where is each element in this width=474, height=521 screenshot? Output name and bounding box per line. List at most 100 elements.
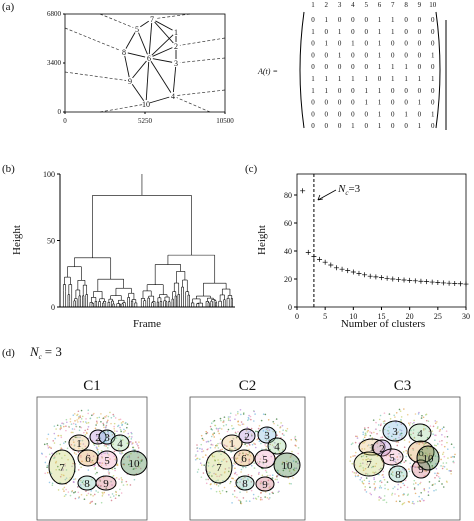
cloud-dot <box>65 477 68 479</box>
cloud-dot <box>260 482 262 485</box>
cloud-dot <box>272 492 274 495</box>
cluster-label: 1 <box>369 442 375 454</box>
cloud-dot <box>288 482 291 485</box>
cloud-dot <box>408 470 411 473</box>
cloud-dot <box>128 456 131 459</box>
cloud-dot <box>69 494 72 497</box>
cloud-dot <box>215 490 218 493</box>
cloud-dot <box>205 432 208 435</box>
cloud-dot <box>284 475 287 477</box>
cloud-dot <box>224 468 227 470</box>
cloud-dot <box>278 431 281 433</box>
cloud-dot <box>138 441 140 443</box>
cloud-dot <box>435 434 437 437</box>
cloud-dot <box>362 462 364 465</box>
cloud-dot <box>369 492 371 495</box>
cloud-dot <box>209 439 212 442</box>
point <box>463 281 469 287</box>
cloud-dot <box>54 437 57 440</box>
column-label: 7 <box>391 1 395 9</box>
cloud-dot <box>65 425 67 427</box>
cloud-dot <box>262 413 265 416</box>
cloud-dot <box>137 444 139 447</box>
cloud-dot <box>421 498 423 500</box>
cloud-dot <box>405 455 408 458</box>
cloud-dot <box>129 484 132 486</box>
cloud-dot <box>235 458 238 460</box>
cloud-dot <box>82 420 85 423</box>
cloud-dot <box>400 423 403 425</box>
cloud-dot <box>248 418 250 420</box>
cloud-dot <box>230 451 232 453</box>
cloud-dot <box>103 426 105 429</box>
cloud-dot <box>397 431 400 433</box>
cloud-dot <box>423 442 426 445</box>
cloud-dot <box>248 444 251 446</box>
point <box>311 254 317 260</box>
matrix-cell: 0 <box>338 99 342 107</box>
cloud-dot <box>45 455 47 458</box>
cloud-dot <box>436 427 439 429</box>
cloud-dot <box>207 461 209 464</box>
matrix-cell: 0 <box>364 16 368 24</box>
cloud-dot <box>77 491 80 494</box>
cloud-dot <box>65 488 67 491</box>
cloud-dot <box>379 445 381 448</box>
cluster-label: 2 <box>379 443 385 455</box>
cloud-dot <box>53 442 56 444</box>
cloud-dot <box>67 491 70 493</box>
cloud-dot <box>196 457 199 460</box>
cloud-dot <box>209 425 212 428</box>
cloud-dot <box>81 481 84 484</box>
cloud-dot <box>436 474 438 477</box>
cloud-dot <box>85 460 87 463</box>
cloud-dot <box>350 443 353 446</box>
cloud-dot <box>450 443 453 445</box>
cloud-dot <box>206 432 209 434</box>
cloud-dot <box>260 492 262 494</box>
cloud-dot <box>240 461 243 463</box>
node <box>148 15 157 24</box>
cloud-dot <box>94 427 97 430</box>
cloud-dot <box>399 500 401 503</box>
cloud-dot <box>265 460 267 463</box>
cloud-dot <box>380 486 383 489</box>
cloud-dot <box>57 489 60 491</box>
cloud-dot <box>130 438 133 440</box>
cloud-dot <box>373 431 375 434</box>
cloud-dot <box>443 465 446 468</box>
cloud-dot <box>356 435 359 438</box>
cloud-dot <box>370 493 373 496</box>
cloud-dot <box>267 479 270 482</box>
cloud-dot <box>443 455 446 458</box>
y-tick-label: 40 <box>284 247 292 256</box>
cloud-dot <box>233 490 236 492</box>
cloud-dot <box>446 468 448 470</box>
node-label: 5 <box>135 25 139 34</box>
cloud-dot <box>211 455 214 458</box>
cloud-dot <box>196 444 198 446</box>
cloud-dot <box>63 425 65 428</box>
cloud-dot <box>384 484 386 486</box>
cloud-dot <box>446 481 448 483</box>
cloud-dot <box>58 452 61 455</box>
cloud-dot <box>252 493 255 496</box>
cloud-dot <box>266 438 268 441</box>
cloud-dot <box>214 424 217 427</box>
cloud-dot <box>405 449 407 452</box>
cloud-dot <box>234 463 236 465</box>
cloud-dot <box>121 423 124 426</box>
cloud-dot <box>376 433 378 435</box>
cloud-dot <box>100 453 103 455</box>
cloud-dot <box>211 475 213 477</box>
cloud-dot <box>262 484 264 486</box>
cloud-dot <box>388 413 391 415</box>
node-label: 7 <box>150 15 154 24</box>
cloud-dot <box>194 458 197 461</box>
cloud-dot <box>354 464 356 466</box>
cloud-dot <box>453 456 456 458</box>
matrix-cell: 0 <box>338 40 342 48</box>
cloud-dot <box>413 488 416 491</box>
point <box>333 265 339 271</box>
point <box>317 256 323 262</box>
